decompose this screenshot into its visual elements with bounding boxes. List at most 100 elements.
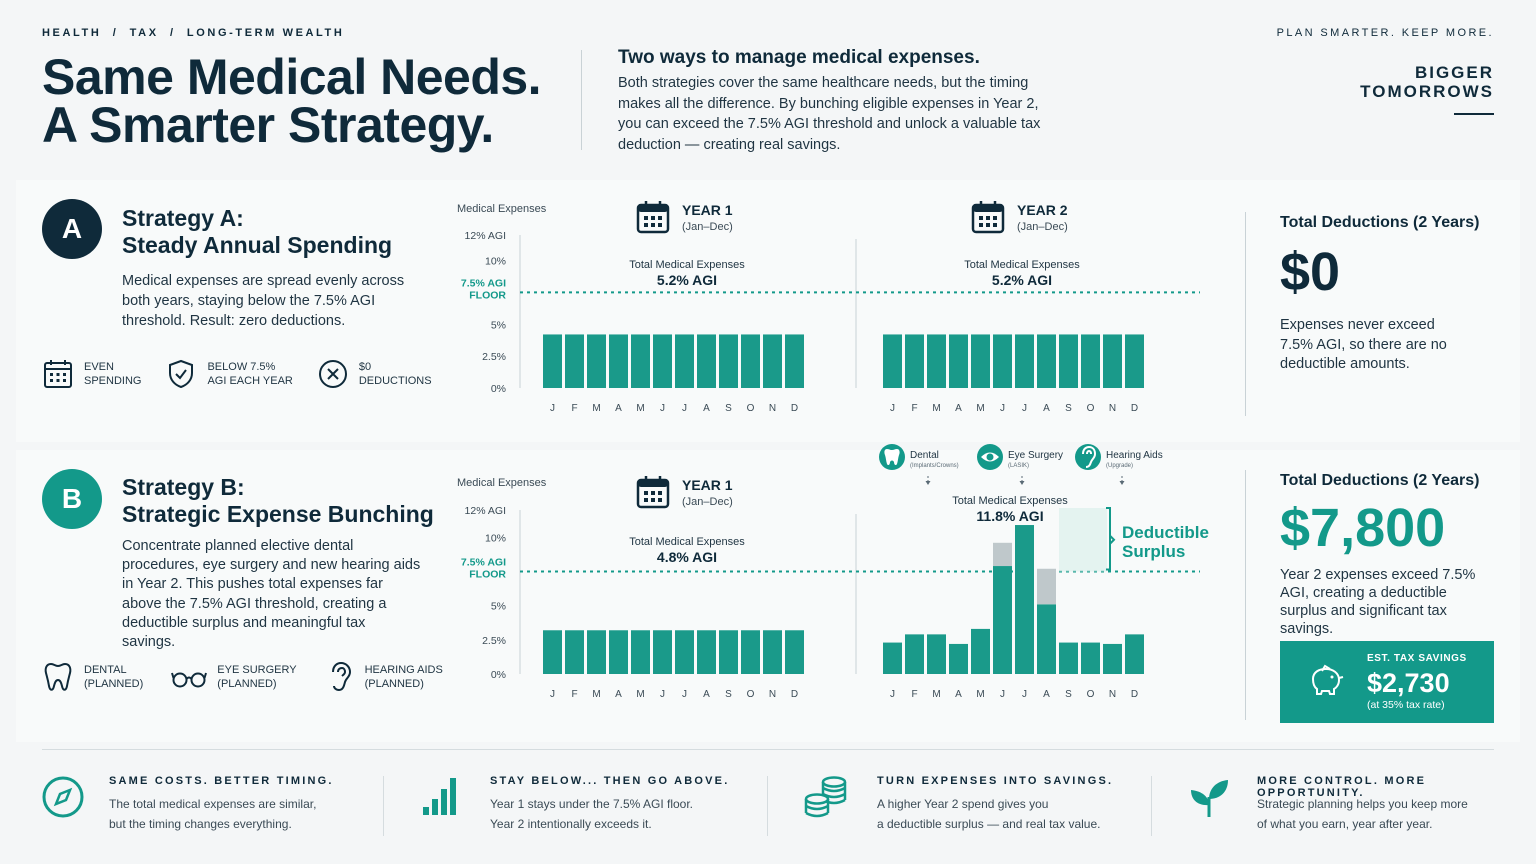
summary-title: Total Deductions (2 Years) (1280, 472, 1480, 489)
page-title-line2: A Smarter Strategy. (42, 97, 494, 153)
summary-body: Expenses never exceed 7.5% AGI, so there… (1280, 317, 1447, 372)
footer-line: Strategic planning helps you keep more (1257, 797, 1468, 811)
eye-icon-badge (977, 444, 1003, 470)
bar-stack (993, 542, 1012, 567)
strategy-a-card (16, 180, 1520, 442)
x-tick-label: J (682, 403, 687, 414)
x-tick-label: N (769, 403, 776, 414)
bar (1059, 334, 1078, 388)
total-value: 4.8% AGI (657, 549, 717, 565)
panel-subtitle: (Jan–Dec) (682, 496, 733, 508)
coins-icon (804, 776, 847, 818)
strategy-a-summary: Total Deductions (2 Years) $0 Expenses n… (1280, 214, 1500, 375)
callout-label: Hearing Aids (1106, 450, 1163, 461)
panel-subtitle: (Jan–Dec) (1017, 221, 1068, 233)
bar (587, 630, 606, 674)
footer-line: The total medical expenses are similar, (109, 797, 317, 811)
brand-underline (1454, 113, 1494, 115)
footer-divider (42, 749, 1494, 750)
bar (971, 628, 990, 674)
feature-eye-surgery: EYE SURGERY (PLANNED) (171, 660, 297, 694)
x-tick-label: S (1065, 403, 1072, 414)
bar (993, 566, 1012, 674)
bar (587, 334, 606, 388)
strategy-a-title-line1: Strategy A: (122, 205, 244, 231)
x-tick-label: N (769, 689, 776, 700)
feature-label: $0 (358, 361, 372, 373)
feature-zero-deductions: $0 DEDUCTIONS (317, 358, 432, 390)
calendar-icon (636, 201, 670, 234)
feature-label: SPENDING (84, 375, 142, 387)
y-tick-label: 2.5% (482, 635, 506, 647)
bar (609, 334, 628, 388)
bar (697, 630, 716, 674)
bar (631, 630, 650, 674)
callout-arrow (925, 481, 931, 485)
calendar-icon (971, 201, 1005, 234)
x-tick-label: A (1043, 403, 1050, 414)
bar (1081, 334, 1100, 388)
x-tick-label: A (703, 403, 710, 414)
x-tick-label: D (1131, 689, 1138, 700)
compass-icon (42, 776, 84, 818)
bar (697, 334, 716, 388)
bar (883, 334, 902, 388)
strategy-b-title-line2: Strategic Expense Bunching (122, 501, 434, 527)
calendar-icon (44, 360, 72, 388)
bar (719, 630, 738, 674)
bar (949, 334, 968, 388)
feature-label: (PLANNED) (217, 678, 277, 690)
x-tick-label: D (791, 689, 798, 700)
page-title-line1: Same Medical Needs. (42, 49, 542, 105)
x-tick-label: J (1022, 689, 1027, 700)
feature-below-agi: BELOW 7.5% AGI EACH YEAR (165, 358, 293, 390)
callout-sub: (Implants/Crowns) (910, 463, 959, 469)
bar (1015, 334, 1034, 388)
bar (1103, 334, 1122, 388)
tagline: PLAN SMARTER. KEEP MORE. (1276, 27, 1494, 39)
strategy-b-title-line1: Strategy B: (122, 474, 245, 500)
bar (949, 643, 968, 674)
x-tick-label: J (682, 689, 687, 700)
x-tick-label: A (955, 689, 962, 700)
y-tick-label: 0% (491, 669, 506, 681)
y-tick-label: 12% AGI (465, 230, 506, 242)
x-tick-label: J (660, 689, 665, 700)
x-tick-label: M (932, 403, 940, 414)
tooth-icon-badge (879, 444, 905, 470)
callout-label: Dental (910, 450, 939, 461)
feature-hearing-aids: HEARING AIDS (PLANNED) (325, 660, 443, 694)
panel-title: YEAR 1 (682, 477, 733, 493)
bar (543, 334, 562, 388)
y-tick-label: 10% (485, 256, 506, 268)
bar (993, 334, 1012, 388)
footer-line: Year 1 stays under the 7.5% AGI floor. (490, 797, 694, 811)
footer-line: of what you earn, year after year. (1257, 817, 1433, 831)
breadcrumb: HEALTH / TAX / LONG-TERM WEALTH (42, 27, 345, 39)
y-tick-label: 0% (491, 383, 506, 395)
strategy-b-description: Concentrate planned elective dental proc… (122, 538, 421, 651)
strategy-a-title: Strategy A: Steady Annual Spending (122, 205, 392, 259)
x-tick-label: N (1109, 403, 1116, 414)
bar (719, 334, 738, 388)
y-tick-label: 5% (491, 319, 506, 331)
feature-label: DEDUCTIONS (358, 375, 432, 387)
strategy-b-summary: Total Deductions (2 Years) $7,800 Year 2… (1280, 472, 1494, 638)
feature-label: DENTAL (84, 664, 127, 676)
strategy-b-title: Strategy B: Strategic Expense Bunching (122, 474, 434, 528)
hearing-icon (331, 661, 351, 692)
y-tick-label: 5% (491, 601, 506, 613)
x-tick-label: M (976, 403, 984, 414)
bar (653, 630, 672, 674)
x-tick-label: O (747, 403, 755, 414)
callout-arrow (1019, 481, 1025, 485)
surplus-bracket (1106, 507, 1116, 571)
feature-label: HEARING AIDS (364, 664, 443, 676)
bar (1037, 334, 1056, 388)
total-label: Total Medical Expenses (964, 259, 1080, 271)
feature-label: AGI EACH YEAR (207, 375, 293, 387)
x-tick-label: D (1131, 403, 1138, 414)
x-tick-label: F (911, 689, 917, 700)
